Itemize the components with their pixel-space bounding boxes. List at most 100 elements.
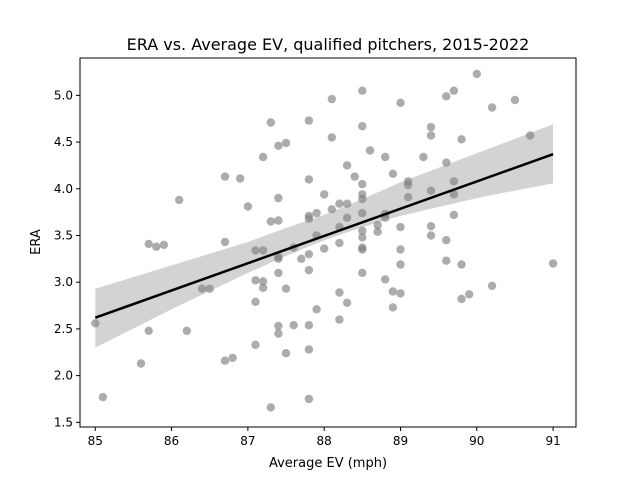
data-point bbox=[297, 254, 306, 263]
x-axis-label: Average EV (mph) bbox=[269, 456, 387, 471]
data-point bbox=[251, 246, 260, 255]
data-point bbox=[457, 260, 466, 269]
x-tick-label: 85 bbox=[88, 434, 103, 448]
data-point bbox=[449, 210, 459, 220]
data-point bbox=[274, 216, 283, 225]
data-point bbox=[258, 152, 268, 162]
data-point bbox=[304, 321, 314, 330]
y-tick-label: 5.0 bbox=[54, 88, 73, 102]
data-point bbox=[220, 172, 230, 181]
data-point bbox=[289, 321, 298, 330]
data-point bbox=[373, 227, 382, 236]
data-point bbox=[304, 394, 314, 404]
data-point bbox=[442, 158, 451, 167]
data-point bbox=[258, 246, 268, 255]
data-point bbox=[274, 254, 283, 263]
data-point bbox=[228, 353, 237, 363]
data-point bbox=[274, 268, 283, 278]
y-tick-label: 4.5 bbox=[54, 135, 73, 149]
data-point bbox=[396, 222, 405, 232]
data-point bbox=[159, 240, 169, 249]
data-point bbox=[327, 94, 336, 104]
data-point bbox=[342, 161, 352, 170]
data-point bbox=[327, 133, 336, 142]
data-point bbox=[258, 277, 268, 286]
data-point bbox=[281, 349, 291, 358]
data-point bbox=[197, 284, 207, 293]
data-point bbox=[403, 180, 413, 190]
data-point bbox=[320, 244, 329, 253]
y-tick-label: 3.5 bbox=[54, 228, 73, 242]
data-point bbox=[358, 233, 367, 242]
data-point bbox=[365, 146, 375, 155]
data-point bbox=[304, 265, 314, 275]
data-point bbox=[442, 256, 451, 265]
data-point bbox=[350, 172, 359, 181]
data-point bbox=[320, 190, 329, 199]
y-axis: 1.5 2.0 2.5 3.0 3.5 4.0 4.5 5.0 bbox=[54, 88, 80, 429]
data-point bbox=[358, 122, 367, 131]
data-point bbox=[91, 319, 100, 328]
data-point bbox=[304, 345, 314, 354]
data-point bbox=[526, 131, 535, 140]
data-point bbox=[548, 259, 558, 268]
data-point bbox=[403, 193, 413, 202]
regression-line bbox=[94, 153, 554, 319]
data-point bbox=[487, 103, 497, 112]
data-point bbox=[243, 202, 253, 211]
data-point bbox=[266, 118, 275, 127]
x-tick-label: 90 bbox=[469, 434, 484, 448]
data-point bbox=[358, 86, 367, 95]
y-tick-label: 4.0 bbox=[54, 182, 73, 196]
data-point bbox=[304, 116, 314, 125]
x-tick-label: 87 bbox=[240, 434, 255, 448]
data-point bbox=[449, 177, 459, 186]
data-point bbox=[396, 260, 405, 269]
data-point bbox=[175, 195, 184, 205]
data-point bbox=[442, 236, 451, 245]
data-point bbox=[144, 239, 153, 249]
data-point bbox=[381, 275, 390, 284]
chart-title: ERA vs. Average EV, qualified pitchers, … bbox=[127, 35, 530, 54]
data-point bbox=[388, 169, 398, 178]
data-point bbox=[342, 213, 352, 222]
data-point bbox=[342, 298, 352, 307]
data-point bbox=[426, 131, 436, 140]
data-point bbox=[358, 268, 367, 278]
data-point bbox=[220, 237, 230, 247]
data-point bbox=[396, 289, 405, 298]
data-point bbox=[472, 69, 481, 79]
y-tick-label: 2.5 bbox=[54, 322, 73, 336]
data-point bbox=[251, 340, 260, 349]
data-point bbox=[510, 95, 520, 105]
x-tick-label: 88 bbox=[317, 434, 332, 448]
y-tick-label: 1.5 bbox=[54, 415, 73, 429]
data-point bbox=[388, 287, 398, 296]
data-point bbox=[281, 138, 291, 148]
data-point bbox=[274, 193, 283, 203]
data-point bbox=[335, 315, 344, 324]
data-point bbox=[266, 403, 275, 412]
data-point bbox=[358, 179, 367, 189]
data-point bbox=[457, 294, 466, 304]
data-point bbox=[335, 199, 344, 208]
data-point bbox=[358, 194, 367, 204]
data-point bbox=[426, 231, 436, 240]
data-point bbox=[312, 305, 321, 314]
data-point bbox=[487, 281, 497, 291]
data-point bbox=[342, 199, 352, 208]
data-point bbox=[98, 392, 108, 402]
x-axis: 85 86 87 88 89 90 91 bbox=[88, 427, 561, 448]
data-point bbox=[335, 238, 344, 248]
data-point bbox=[274, 141, 283, 150]
data-point bbox=[358, 208, 367, 218]
x-tick-label: 91 bbox=[545, 434, 560, 448]
data-point bbox=[449, 86, 459, 95]
data-point bbox=[335, 288, 344, 297]
data-point bbox=[258, 283, 268, 292]
data-point bbox=[205, 284, 214, 293]
data-point bbox=[182, 326, 191, 335]
data-point bbox=[426, 186, 436, 195]
data-point bbox=[251, 276, 260, 285]
